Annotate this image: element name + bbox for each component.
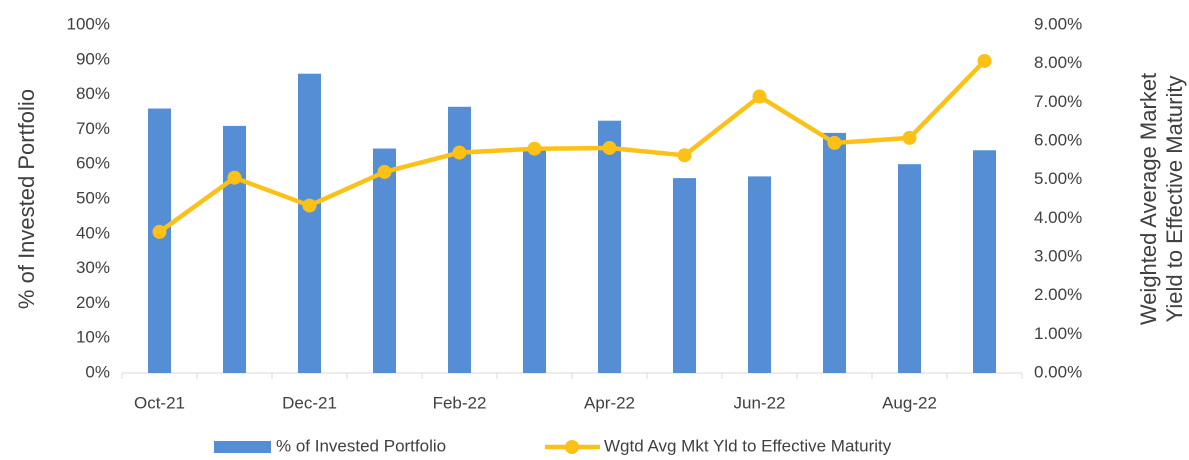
y2-tick-label: 2.00% — [1034, 285, 1082, 304]
y-tick-label: 60% — [76, 154, 110, 173]
y2-tick-label: 6.00% — [1034, 130, 1082, 149]
y2-tick-label: 1.00% — [1034, 324, 1082, 343]
bar — [523, 150, 546, 373]
x-tick-label: Aug-22 — [882, 393, 937, 412]
legend-label: % of Invested Portfolio — [276, 436, 446, 455]
line-marker — [752, 89, 767, 104]
y-tick-label: 20% — [76, 293, 110, 312]
x-tick-label: Dec-21 — [282, 393, 337, 412]
line-marker — [377, 164, 392, 179]
y2-tick-label: 4.00% — [1034, 208, 1082, 227]
bar — [298, 73, 321, 373]
bar — [448, 106, 471, 373]
line-marker — [302, 198, 317, 213]
legend-swatch — [565, 440, 579, 454]
bar — [373, 148, 396, 373]
line-marker — [827, 135, 842, 150]
y2-tick-label: 9.00% — [1034, 14, 1082, 33]
y-tick-label: 90% — [76, 49, 110, 68]
y2-tick-label: 0.00% — [1034, 362, 1082, 381]
y-tick-label: 0% — [85, 362, 110, 381]
y2-axis-title: Weighted Average Market — [1136, 73, 1161, 325]
y-tick-label: 70% — [76, 119, 110, 138]
y-axis-title: % of Invested Portfolio — [14, 89, 39, 309]
bar — [223, 125, 246, 373]
x-tick-label: Oct-21 — [134, 393, 185, 412]
y2-tick-label: 8.00% — [1034, 53, 1082, 72]
x-tick-label: Feb-22 — [433, 393, 487, 412]
y-tick-label: 10% — [76, 328, 110, 347]
y2-axis-title: Yield to Effective Maturity — [1162, 76, 1187, 323]
bar — [148, 108, 171, 374]
bar — [898, 164, 921, 373]
y2-tick-label: 5.00% — [1034, 169, 1082, 188]
line-marker — [152, 224, 167, 239]
bar — [598, 120, 621, 373]
bar — [673, 178, 696, 373]
line-marker — [452, 145, 467, 160]
line-marker — [227, 170, 242, 185]
y-tick-label: 50% — [76, 188, 110, 207]
x-tick-label: Apr-22 — [584, 393, 635, 412]
y2-tick-label: 7.00% — [1034, 92, 1082, 111]
y-tick-label: 100% — [67, 14, 110, 33]
line — [158, 59, 987, 234]
line-marker — [677, 148, 692, 163]
line-marker — [902, 130, 917, 145]
y-tick-label: 40% — [76, 223, 110, 242]
bar — [973, 150, 996, 373]
x-tick-label: Jun-22 — [734, 393, 786, 412]
bar — [748, 176, 771, 373]
y-tick-label: 80% — [76, 84, 110, 103]
y-tick-label: 30% — [76, 258, 110, 277]
line-marker — [602, 140, 617, 155]
bar — [823, 132, 846, 373]
line-marker — [977, 53, 992, 68]
legend-label: Wgtd Avg Mkt Yld to Effective Maturity — [604, 436, 892, 455]
line-marker — [527, 141, 542, 156]
legend-swatch — [214, 441, 271, 453]
y2-tick-label: 3.00% — [1034, 246, 1082, 265]
